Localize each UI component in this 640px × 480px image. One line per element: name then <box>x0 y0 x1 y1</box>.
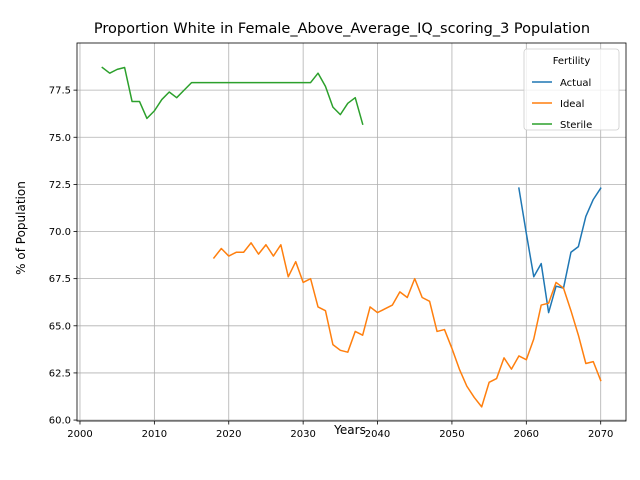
y-axis-label: % of Population <box>14 181 28 275</box>
y-tick-label: 77.5 <box>49 86 71 97</box>
y-tick-label: 70.0 <box>49 227 71 238</box>
legend-title: Fertility <box>553 56 591 67</box>
x-tick-label: 2060 <box>514 429 539 440</box>
x-tick-label: 2040 <box>365 429 390 440</box>
x-axis-label: Years <box>333 423 366 437</box>
x-tick-label: 2050 <box>439 429 464 440</box>
y-tick-label: 75.0 <box>49 133 71 144</box>
x-tick-label: 2000 <box>67 429 92 440</box>
legend-label-ideal: Ideal <box>560 99 584 110</box>
legend: Fertility Actual Ideal Sterile <box>524 49 619 131</box>
x-tick-label: 2010 <box>142 429 167 440</box>
y-tick-label: 67.5 <box>49 274 71 285</box>
x-tick-label: 2020 <box>216 429 241 440</box>
x-tick-label: 2030 <box>290 429 315 440</box>
y-tick-label: 62.5 <box>49 368 71 379</box>
legend-label-actual: Actual <box>560 78 591 89</box>
legend-label-sterile: Sterile <box>560 120 592 131</box>
y-tick-label: 72.5 <box>49 180 71 191</box>
y-tick-label: 60.0 <box>49 416 71 427</box>
y-tick-label: 65.0 <box>49 321 71 332</box>
x-tick-label: 2070 <box>588 429 613 440</box>
chart-title: Proportion White in Female_Above_Average… <box>94 21 590 37</box>
